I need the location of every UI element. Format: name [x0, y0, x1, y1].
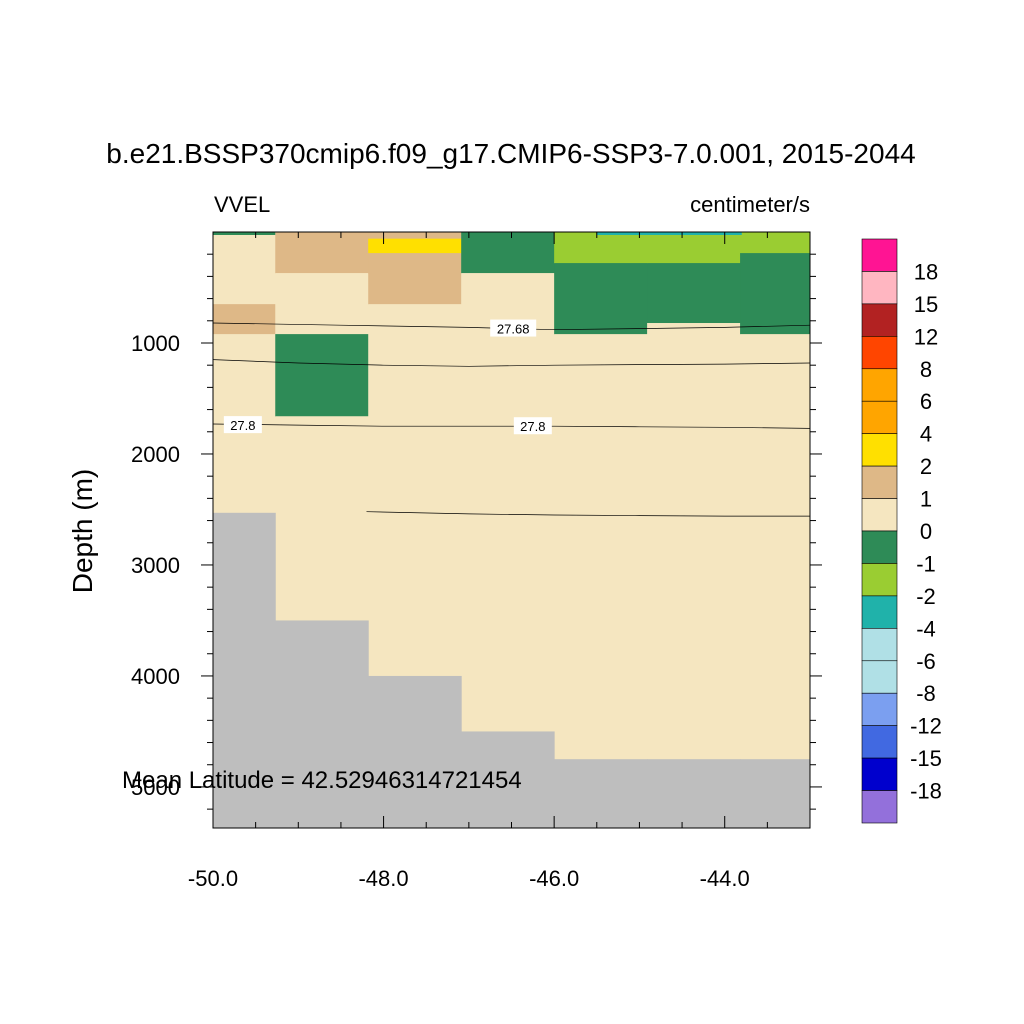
y-tick-label: 1000: [131, 331, 180, 356]
surface-cell: [596, 232, 742, 235]
colorbar-label: -4: [916, 616, 936, 641]
land-cell: [275, 620, 369, 828]
colorbar-label: 1: [920, 487, 932, 512]
colorbar-label: -1: [916, 551, 936, 576]
y-tick-label: 3000: [131, 553, 180, 578]
colorbar-swatch: [861, 303, 898, 337]
y-tick-label: 4000: [131, 664, 180, 689]
colorbar-swatch: [861, 790, 898, 824]
colorbar-label: 4: [920, 422, 932, 447]
contour-line: [212, 423, 811, 429]
heatmap-cell: [647, 323, 741, 760]
heatmap-cell: [554, 334, 648, 760]
contour-label: 27.8: [520, 419, 545, 434]
colorbar-label: -18: [910, 779, 942, 804]
land-cell: [740, 759, 811, 828]
colorbar-swatch: [861, 563, 898, 597]
colorbar-swatch: [861, 498, 898, 532]
contour-line: [366, 511, 810, 517]
contour-label-box: [513, 417, 552, 435]
x-tick-label: -50.0: [188, 866, 238, 891]
colorbar-label: 8: [920, 357, 932, 382]
colorbar: 18 15 12 8 6 4 2 1 0 -1 -2 -4 -6 -8 -12 -15 -18: [861, 238, 942, 824]
x-axis: -50.0 -48.0 -46.0 -44.0: [188, 232, 811, 891]
colorbar-label: -15: [910, 746, 942, 771]
heatmap-cell: [213, 304, 276, 335]
heatmap-cell: [368, 253, 462, 274]
heatmap-cell: [368, 238, 462, 254]
x-tick-label: -48.0: [358, 866, 408, 891]
heatmap-cell: [740, 232, 811, 254]
colorbar-swatch: [861, 368, 898, 402]
land-cell: [647, 759, 741, 828]
colorbar-swatch: [861, 692, 898, 726]
colorbar-label: -12: [910, 714, 942, 739]
heatmap-cell: [740, 253, 811, 335]
colorbar-swatch: [861, 660, 898, 694]
y-axis-label: Depth (m): [67, 469, 98, 593]
colorbar-swatch: [861, 465, 898, 499]
contour-label-box: [223, 416, 262, 434]
heatmap-cell: [647, 232, 741, 264]
heatmap-cell: [554, 232, 648, 264]
colorbar-swatch: [861, 628, 898, 662]
colorbar-swatch: [861, 336, 898, 370]
y-tick-label: 5000: [131, 775, 180, 800]
colorbar-label: -8: [916, 681, 936, 706]
heatmap-cell: [647, 263, 741, 324]
land-cell: [554, 759, 648, 828]
y-axis: 1000 2000 3000 4000 5000: [131, 253, 822, 810]
heatmap-cell: [461, 273, 555, 732]
x-tick-label: -46.0: [529, 866, 579, 891]
land-cell: [213, 512, 276, 828]
chart-title: b.e21.BSSP370cmip6.f09_g17.CMIP6-SSP3-7.…: [106, 138, 915, 169]
land-mask: [213, 512, 811, 828]
colorbar-label: -6: [916, 649, 936, 674]
colorbar-swatch: [861, 238, 898, 272]
heatmap-cell: [461, 232, 555, 274]
contour-line: [212, 359, 811, 367]
colorbar-swatch: [861, 595, 898, 629]
colorbar-swatch: [861, 400, 898, 434]
x-tick-label: -44.0: [700, 866, 750, 891]
heatmap-cell: [368, 304, 462, 677]
colorbar-label: 12: [914, 324, 938, 349]
heatmap-cell: [275, 232, 369, 274]
heatmap-cell: [213, 234, 276, 305]
colorbar-swatch: [861, 725, 898, 759]
land-cell: [461, 731, 555, 828]
heatmap-cell: [368, 232, 462, 240]
colorbar-label: 6: [920, 389, 932, 414]
surface-cell: [213, 232, 276, 235]
heatmap-cell: [275, 416, 369, 621]
variable-label: VVEL: [214, 192, 270, 217]
contour-label: 27.68: [497, 322, 530, 337]
y-tick-label: 2000: [131, 442, 180, 467]
land-cell: [368, 675, 462, 828]
colorbar-label: 15: [914, 292, 938, 317]
colorbar-swatch: [861, 757, 898, 791]
heatmap-cell: [275, 334, 369, 417]
contour-label-box: [490, 319, 537, 337]
colorbar-swatch: [861, 271, 898, 305]
colorbar-swatch: [861, 433, 898, 467]
colorbar-label: 18: [914, 259, 938, 284]
heatmap-cell: [740, 334, 811, 760]
heatmap-cell: [554, 263, 648, 335]
colorbar-label: -2: [916, 584, 936, 609]
colorbar-label: 0: [920, 519, 932, 544]
density-contours: 27.68 27.8 27.8: [212, 319, 811, 517]
mean-latitude-annotation: Mean Latitude = 42.52946314721454: [122, 767, 522, 794]
colorbar-swatch: [861, 530, 898, 564]
contour-label: 27.8: [230, 418, 255, 433]
heatmap-cell: [368, 273, 462, 305]
contour-line: [212, 322, 811, 331]
colorbar-label: 2: [920, 454, 932, 479]
units-label: centimeter/s: [690, 192, 810, 217]
